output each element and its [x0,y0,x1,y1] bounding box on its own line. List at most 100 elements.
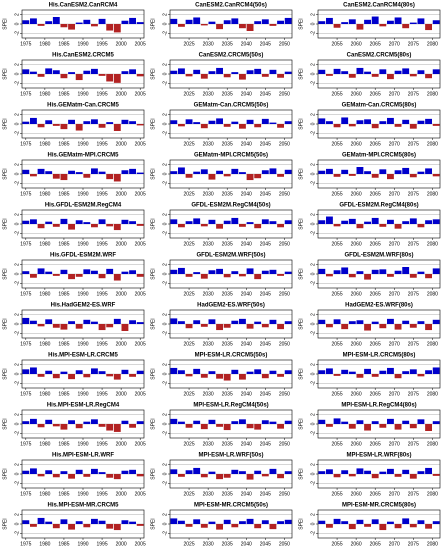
bar [208,174,216,180]
bar [409,218,417,224]
x-tick-label: 2070 [389,341,400,347]
y-tick-label: 2 [310,263,316,266]
bar [129,320,136,324]
bar [326,121,333,124]
bar [425,74,432,79]
y-tick-label: -2 [14,31,20,36]
bar [387,367,394,374]
x-tick-label: 2025 [184,341,195,347]
bar [129,221,136,224]
bar [402,167,410,174]
bar [178,474,185,477]
bar [333,319,341,324]
y-axis-label: SPEI [150,68,156,79]
panel-title: GFDL-ESM2M.WRF(80s) [345,253,414,259]
x-tick-label: 1990 [77,241,88,247]
bar [37,324,45,327]
bar [121,170,129,174]
bar [379,269,387,274]
bar [402,24,410,29]
y-tick-label: -2 [162,431,168,436]
bar [216,474,223,480]
bar [318,471,326,474]
y-tick-label: -2 [162,331,168,336]
bar [60,24,68,28]
bar [121,20,129,24]
x-tick-label: 2035 [222,191,233,197]
x-tick-label: 1990 [77,191,88,197]
panel-title: MPI-ESM-LR.WRF(80s) [347,453,412,459]
bar [129,17,136,24]
bar [364,274,371,280]
x-tick-label: 2030 [203,391,214,397]
bar [417,18,425,24]
x-tick-label: 1995 [97,541,108,547]
bar [113,424,121,432]
x-tick-label: 2050 [279,391,290,397]
bar [284,321,292,324]
bar [60,269,68,274]
bar [326,216,333,224]
x-tick-label: 1990 [77,491,88,497]
x-tick-label: 1995 [97,391,108,397]
bar [417,70,425,74]
y-axis-label: SPEI [2,418,8,429]
bar [170,171,178,174]
panel-title: His.GFDL-ESM2M.WRF [50,253,116,259]
bar [52,474,60,478]
y-tick-label: -2 [310,81,316,86]
x-tick-label: 2070 [389,491,400,497]
y-tick-label: 2 [14,13,20,16]
x-tick-label: 2005 [135,341,146,347]
plot-frame [21,109,145,139]
x-tick-label: 1990 [77,41,88,47]
bar [170,367,178,374]
x-tick-label: 2075 [408,491,419,497]
bar [223,374,231,381]
x-tick-label: 2000 [116,191,127,197]
bar [261,74,269,77]
bar [22,271,30,274]
bar [277,324,284,330]
bar [284,169,292,174]
bar [432,219,440,224]
bar [185,374,193,377]
bar [379,169,387,174]
y-tick-label: 0 [14,422,20,425]
x-tick-label: 2025 [184,141,195,147]
bar [75,424,83,429]
plot-frame [169,509,293,539]
bar [333,24,341,28]
bar [91,224,98,228]
y-tick-label: 2 [162,463,168,466]
y-axis-label: SPEI [150,18,156,29]
plot-frame [317,109,441,139]
bar [178,421,185,424]
bar [277,124,284,128]
y-tick-label: 2 [162,13,168,16]
bar [68,170,75,174]
bar [254,369,262,374]
bar [22,520,30,524]
plot-frame [169,309,293,339]
bar [22,421,30,424]
bar [417,471,425,474]
x-tick-label: 2050 [279,241,290,247]
bar [170,318,178,324]
bar [254,321,262,324]
bar [333,474,341,478]
bar [98,424,106,427]
bar [193,320,201,324]
bar [231,217,239,224]
y-tick-label: 0 [162,72,168,75]
x-tick-label: 2055 [332,91,343,97]
bar [170,518,178,524]
bar [216,374,223,379]
plot-frame [317,159,441,189]
bar [348,474,356,477]
x-tick-label: 2050 [279,341,290,347]
bar [348,524,356,530]
bar [129,521,136,524]
bar [417,271,425,274]
x-tick-label: 2065 [370,341,381,347]
